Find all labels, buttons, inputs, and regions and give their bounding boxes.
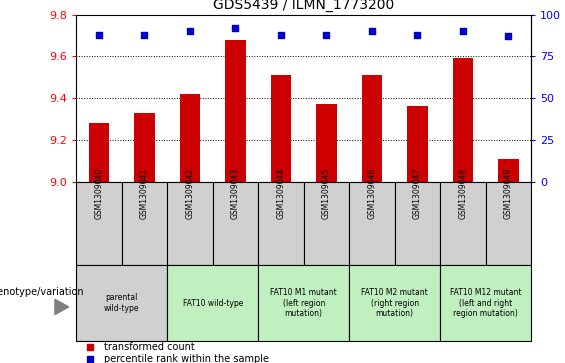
Text: parental
wild-type: parental wild-type (104, 293, 140, 313)
Bar (440, 182, 486, 265)
Text: FAT10 M1 mutant
(left region
mutation): FAT10 M1 mutant (left region mutation) (270, 288, 337, 318)
Text: percentile rank within the sample: percentile rank within the sample (103, 354, 268, 363)
Point (367, 28, 376, 34)
Bar (407, 106, 428, 182)
Bar (271, 75, 291, 182)
Point (231, 25, 240, 31)
Bar (258, 182, 304, 265)
Bar (180, 94, 200, 182)
Text: GSM1309047: GSM1309047 (413, 168, 422, 219)
Point (322, 32, 331, 37)
Bar (453, 58, 473, 182)
Text: GSM1309041: GSM1309041 (140, 168, 149, 219)
Text: GSM1309043: GSM1309043 (231, 168, 240, 219)
Text: genotype/variation: genotype/variation (0, 287, 84, 297)
Bar (89, 123, 109, 182)
Polygon shape (55, 299, 69, 314)
Point (504, 33, 513, 39)
Title: GDS5439 / ILMN_1773200: GDS5439 / ILMN_1773200 (213, 0, 394, 12)
Bar (486, 182, 531, 265)
Text: GSM1309044: GSM1309044 (276, 168, 285, 219)
Text: GSM1309040: GSM1309040 (94, 168, 103, 219)
Point (140, 32, 149, 37)
Point (458, 28, 467, 34)
Bar (349, 265, 440, 341)
Point (185, 28, 194, 34)
Bar (258, 265, 349, 341)
Text: GSM1309048: GSM1309048 (458, 168, 467, 219)
Text: FAT10 M2 mutant
(right region
mutation): FAT10 M2 mutant (right region mutation) (361, 288, 428, 318)
Bar (395, 182, 440, 265)
Bar (76, 182, 122, 265)
Point (276, 32, 285, 37)
Point (85, 356, 94, 362)
Point (413, 32, 422, 37)
Text: FAT10 wild-type: FAT10 wild-type (182, 299, 243, 307)
Text: GSM1309045: GSM1309045 (322, 168, 331, 219)
Bar (134, 113, 155, 182)
Bar (349, 182, 395, 265)
Point (94, 32, 103, 37)
Bar (316, 104, 337, 182)
Bar (76, 265, 167, 341)
Text: GSM1309046: GSM1309046 (367, 168, 376, 219)
Text: GSM1309049: GSM1309049 (504, 168, 513, 219)
Text: GSM1309042: GSM1309042 (185, 168, 194, 219)
Bar (225, 40, 246, 182)
Bar (167, 265, 258, 341)
Text: FAT10 M12 mutant
(left and right
region mutation): FAT10 M12 mutant (left and right region … (450, 288, 521, 318)
Bar (498, 159, 519, 182)
Bar (304, 182, 349, 265)
Bar (440, 265, 531, 341)
Bar (167, 182, 213, 265)
Point (85, 344, 94, 350)
Bar (213, 182, 258, 265)
Bar (362, 75, 382, 182)
Text: transformed count: transformed count (103, 342, 194, 352)
Bar (122, 182, 167, 265)
